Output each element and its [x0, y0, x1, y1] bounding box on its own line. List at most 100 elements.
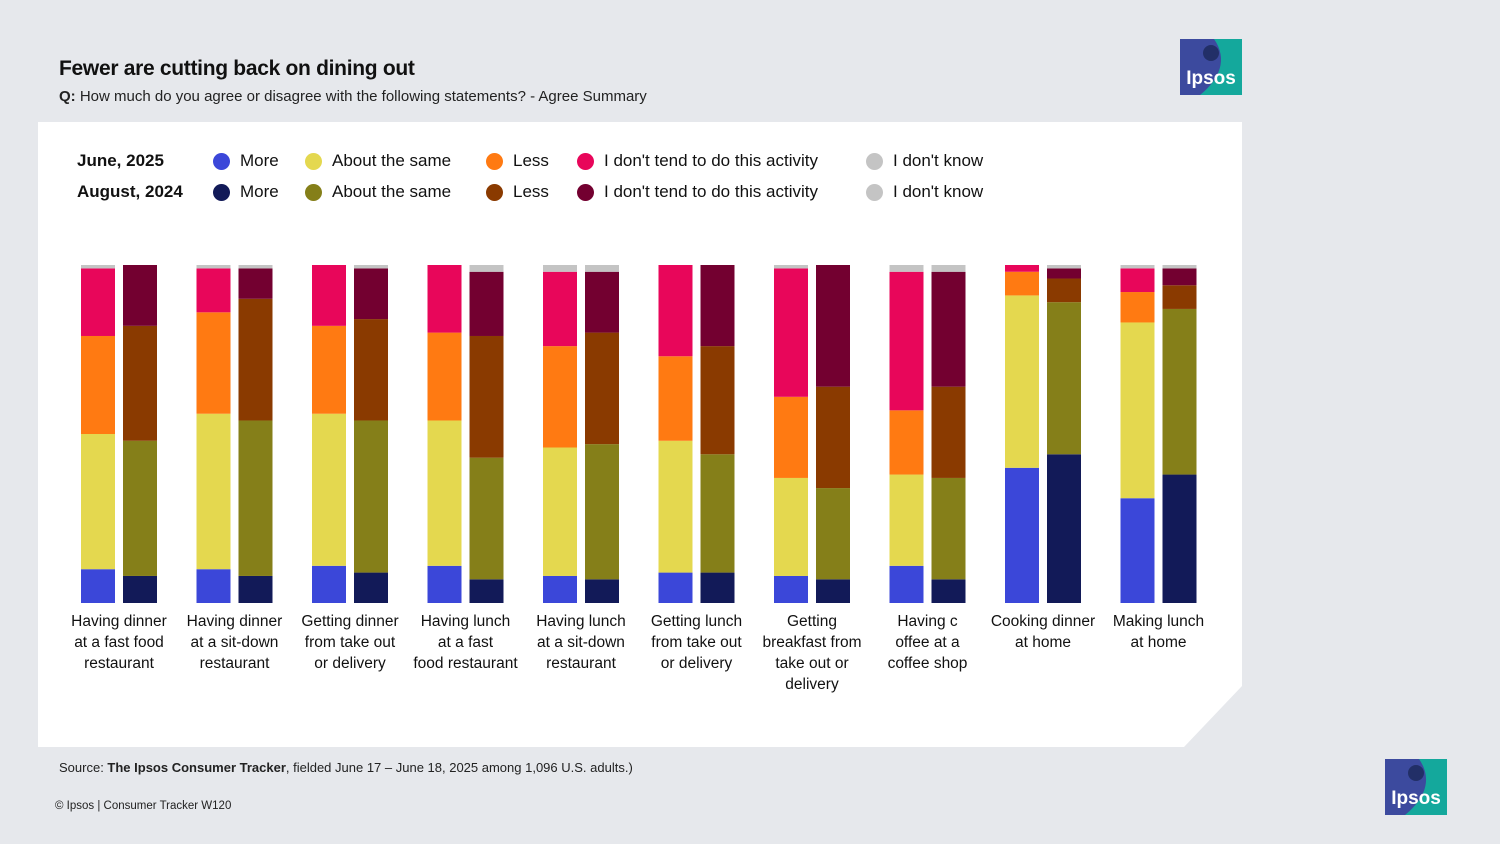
legend-period-label: June, 2025 — [77, 151, 164, 170]
category-label-line: or delivery — [660, 655, 733, 672]
category-label-line: restaurant — [546, 655, 616, 672]
category-label-line: restaurant — [199, 655, 270, 672]
category-label-line: restaurant — [84, 655, 154, 672]
category-label-line: Having c — [897, 613, 958, 630]
category-label-line: at a sit-down — [537, 634, 625, 651]
category-label-line: delivery — [785, 676, 839, 693]
bar-segment — [354, 265, 388, 269]
source-suffix: , fielded June 17 – June 18, 2025 among … — [285, 760, 633, 775]
bar-segment — [931, 386, 966, 478]
bar-segment — [469, 271, 504, 336]
bar-segment — [354, 268, 388, 320]
bar-segment — [196, 268, 231, 313]
legend-swatch-icon — [866, 152, 883, 170]
legend-swatch-icon — [213, 183, 230, 201]
category-label: Having lunch at a sit-down restaurant — [523, 611, 639, 674]
bar-segment — [1047, 454, 1081, 603]
legend-item: I don't tend to do this activity — [577, 151, 866, 171]
legend-item: Less — [486, 151, 577, 171]
bar-segment — [1162, 285, 1197, 309]
legend-swatch-icon — [305, 152, 322, 170]
bar-segment — [427, 565, 462, 603]
bar-segment — [81, 268, 115, 336]
copyright: © Ipsos | Consumer Tracker W120 — [55, 800, 232, 812]
bar-segment — [931, 579, 966, 603]
bar-segment — [543, 575, 577, 603]
bar-segment — [1162, 268, 1197, 286]
ipsos-logo-mark: Ipsos — [1180, 39, 1242, 95]
bar-segment — [658, 265, 693, 357]
category-label: Cooking dinner at home — [985, 611, 1101, 653]
bar-segment — [931, 477, 966, 580]
category-label-line: food restaurant — [413, 655, 518, 672]
category-label-line: from take out — [651, 634, 742, 651]
category-label-line: Cooking dinner — [990, 613, 1096, 630]
legend-label: More — [240, 151, 279, 170]
bar-segment — [774, 268, 808, 397]
legend-item: About the same — [305, 182, 486, 202]
bar-segment — [700, 454, 735, 573]
category-label: Getting breakfast from take out or delivery — [754, 611, 870, 695]
bar-segment — [585, 332, 619, 445]
bar-segment — [81, 434, 115, 570]
legend-item: Less — [486, 182, 577, 202]
legend-label: I don't tend to do this activity — [604, 151, 818, 170]
bar-segment — [354, 319, 388, 421]
bar-segment — [312, 325, 346, 414]
bar-segment — [700, 346, 735, 455]
category-label: Having dinner at a fast food restaurant — [61, 611, 177, 674]
bar-segment — [658, 356, 693, 441]
category-label-line: at home — [1014, 634, 1071, 651]
logo-head-icon — [1203, 45, 1219, 61]
category-label: Making lunch at home — [1101, 611, 1217, 653]
legend-swatch-icon — [486, 152, 503, 170]
legend-item: I don't know — [866, 151, 1006, 171]
bar-segment — [1005, 271, 1039, 296]
legend-label: About the same — [332, 182, 452, 201]
legend-label: Less — [513, 182, 549, 201]
bar-segment — [123, 265, 157, 326]
bar-segment — [312, 265, 346, 326]
category-label: Having c offee at a coffee shop — [870, 611, 986, 674]
legend-item: More — [213, 182, 305, 202]
category-label-line: from take out — [304, 634, 396, 651]
bar-segment — [1120, 322, 1155, 499]
category-label-line: at a fast — [437, 634, 494, 651]
bar-segment — [81, 265, 115, 269]
bar-segment — [354, 572, 388, 603]
bar-segment — [585, 579, 619, 603]
bar-segment — [1120, 498, 1155, 603]
legend-row-june-2025: June, 2025 More About the same Less I don't … — [77, 148, 1006, 174]
bar-segment — [816, 579, 850, 603]
bar-segment — [427, 265, 462, 333]
bar-segment — [543, 447, 577, 576]
bar-segment — [1120, 292, 1155, 323]
legend-swatch-icon — [305, 183, 322, 201]
category-label: Having lunch at a fast food restaurant — [408, 611, 524, 674]
bar-segment — [196, 312, 231, 414]
bar-segment — [354, 420, 388, 573]
bar-segment — [312, 413, 346, 566]
bar-segment — [469, 335, 504, 458]
category-label-line: at home — [1130, 634, 1187, 651]
bar-segment — [931, 271, 966, 387]
legend-swatch-icon — [577, 183, 594, 201]
bar-segment — [1047, 302, 1081, 455]
category-label-line: Getting lunch — [650, 613, 743, 630]
page-title: Fewer are cutting back on dining out — [59, 57, 415, 80]
category-label-line: Having lunch — [536, 613, 626, 630]
bar-segment — [543, 265, 577, 272]
legend-label: About the same — [332, 151, 452, 170]
bar-segment — [123, 575, 157, 603]
legend-swatch-icon — [213, 152, 230, 170]
category-label-line: Getting — [787, 613, 837, 630]
bar-segment — [816, 265, 850, 387]
logo-text: Ipsos — [1186, 68, 1236, 89]
bar-segment — [1162, 265, 1197, 269]
source-note: Source: The Ipsos Consumer Tracker, fiel… — [59, 760, 633, 775]
bar-segment — [774, 396, 808, 478]
bar-segment — [585, 271, 619, 333]
category-label-line: or delivery — [314, 655, 386, 672]
bar-segment — [427, 420, 462, 566]
bar-segment — [469, 265, 504, 272]
